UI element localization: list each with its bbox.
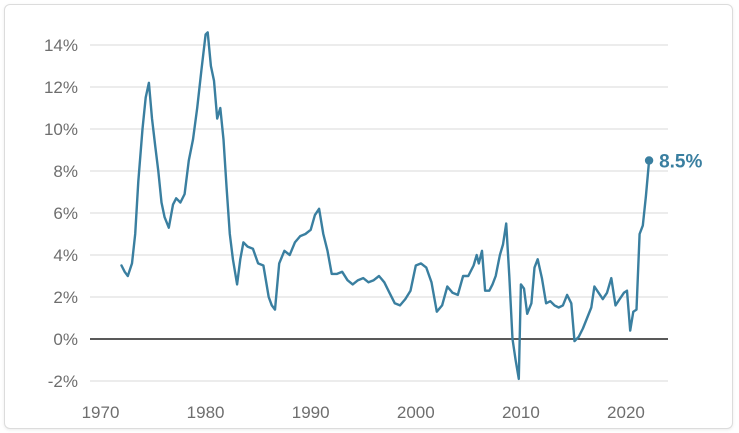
inflation-series-line [120, 31, 651, 381]
y-tick-label: 10% [44, 120, 78, 139]
y-tick-label: 0% [53, 330, 78, 349]
y-tick-label: 12% [44, 78, 78, 97]
x-tick-label: 1990 [292, 403, 330, 422]
end-point-marker [644, 156, 654, 165]
x-tick-label: 1970 [82, 403, 120, 422]
y-tick-label: 6% [53, 204, 78, 223]
x-tick-label: 2000 [397, 403, 435, 422]
y-axis-tick-labels: -2% 0% 2% 4% 6% 8% 10% 12% 14% [44, 36, 78, 391]
x-axis-tick-labels: 1970 1980 1990 2000 2010 2020 [82, 403, 645, 422]
x-tick-label: 2020 [607, 403, 645, 422]
end-value-label: 8.5% [659, 152, 702, 173]
y-tick-label: 4% [53, 246, 78, 265]
y-tick-label: 2% [53, 288, 78, 307]
y-tick-label: -2% [48, 372, 78, 391]
x-tick-label: 2010 [502, 403, 540, 422]
series-layer: 8.5% [120, 31, 702, 381]
chart-card [4, 4, 733, 429]
x-tick-label: 1980 [187, 403, 225, 422]
y-tick-label: 8% [53, 162, 78, 181]
gridlines [90, 44, 668, 382]
y-tick-label: 14% [44, 36, 78, 55]
